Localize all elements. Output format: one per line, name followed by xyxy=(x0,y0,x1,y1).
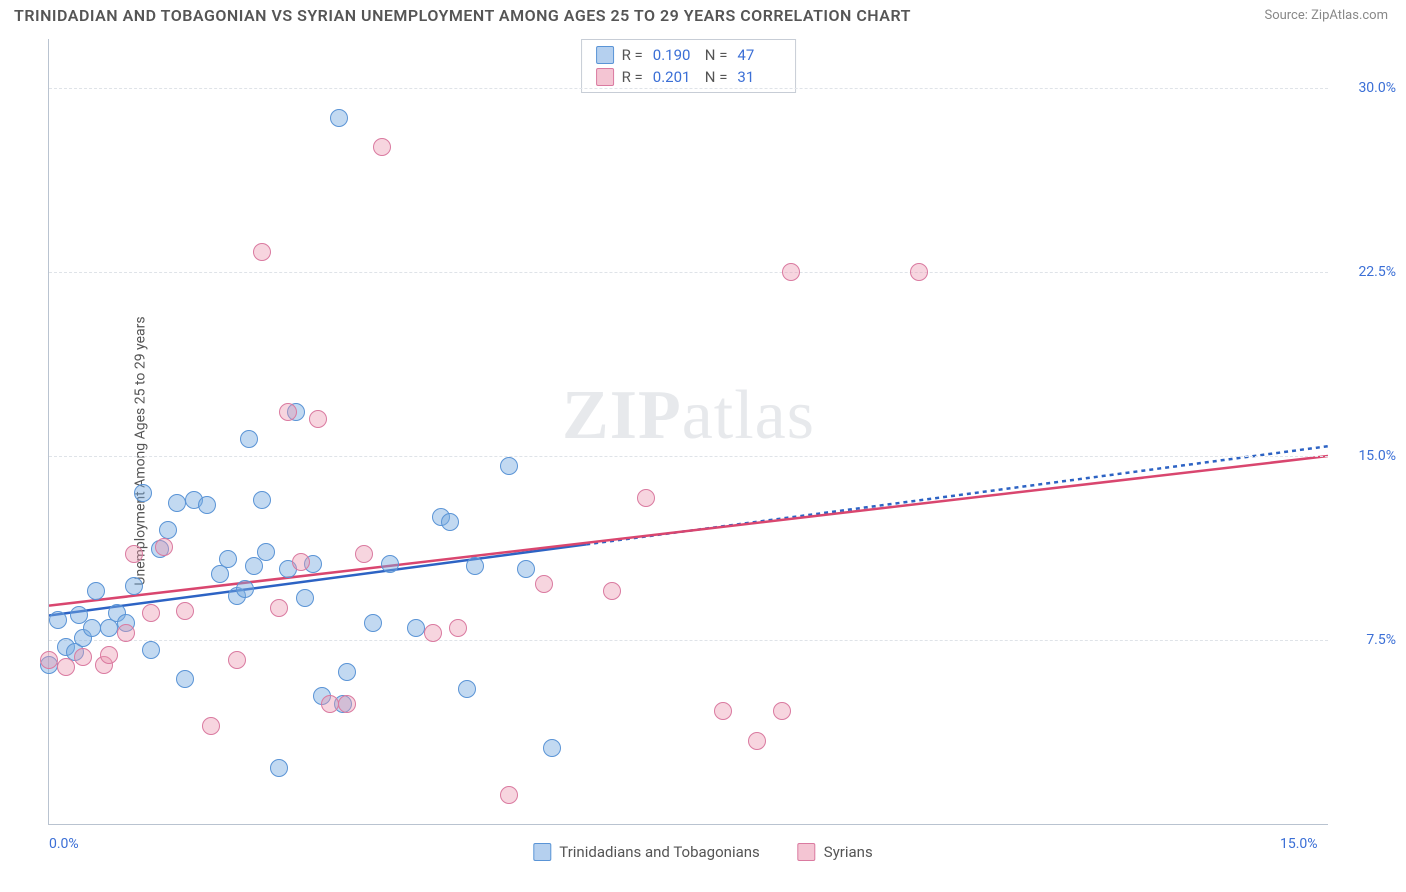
legend-label-pink: Syrians xyxy=(824,843,873,861)
data-point xyxy=(236,580,254,598)
data-point xyxy=(748,732,766,750)
data-point xyxy=(373,138,391,156)
legend-correlation: R = 0.190 N = 47 R = 0.201 N = 31 xyxy=(581,39,797,93)
data-point xyxy=(500,457,518,475)
data-point xyxy=(270,759,288,777)
data-point xyxy=(117,624,135,642)
data-point xyxy=(155,538,173,556)
gridline xyxy=(49,272,1328,273)
gridline xyxy=(49,640,1328,641)
data-point xyxy=(270,599,288,617)
data-point xyxy=(330,109,348,127)
data-point xyxy=(142,604,160,622)
legend-swatch-blue xyxy=(533,843,551,861)
data-point xyxy=(49,611,67,629)
data-point xyxy=(142,641,160,659)
data-point xyxy=(168,494,186,512)
data-point xyxy=(74,648,92,666)
data-point xyxy=(296,589,314,607)
data-point xyxy=(637,489,655,507)
x-tick-label: 15.0% xyxy=(1280,836,1318,852)
data-point xyxy=(125,545,143,563)
data-point xyxy=(458,680,476,698)
data-point xyxy=(40,651,58,669)
data-point xyxy=(407,619,425,637)
legend-swatch-pink xyxy=(596,68,614,86)
data-point xyxy=(773,702,791,720)
data-point xyxy=(543,739,561,757)
gridline xyxy=(49,88,1328,89)
data-point xyxy=(355,545,373,563)
legend-r-value-pink: 0.201 xyxy=(653,66,697,88)
data-point xyxy=(424,624,442,642)
legend-swatch-blue xyxy=(596,46,614,64)
data-point xyxy=(228,651,246,669)
data-point xyxy=(500,786,518,804)
plot-region: ZIPatlas R = 0.190 N = 47 R = 0.201 N = … xyxy=(48,39,1328,825)
legend-item-blue: Trinidadians and Tobagonians xyxy=(533,843,759,861)
data-point xyxy=(449,619,467,637)
data-point xyxy=(198,496,216,514)
legend-item-pink: Syrians xyxy=(798,843,873,861)
legend-series: Trinidadians and Tobagonians Syrians xyxy=(533,843,872,861)
legend-r-label: R = xyxy=(622,44,643,66)
legend-n-label: N = xyxy=(705,66,728,88)
data-point xyxy=(83,619,101,637)
data-point xyxy=(219,550,237,568)
data-point xyxy=(309,410,327,428)
data-point xyxy=(381,555,399,573)
legend-n-value-pink: 31 xyxy=(737,66,781,88)
data-point xyxy=(535,575,553,593)
data-point xyxy=(202,717,220,735)
data-point xyxy=(245,557,263,575)
chart-area: Unemployment Among Ages 25 to 29 years Z… xyxy=(0,31,1406,871)
y-tick-label: 15.0% xyxy=(1358,448,1396,464)
data-point xyxy=(466,557,484,575)
data-point xyxy=(338,695,356,713)
data-point xyxy=(57,658,75,676)
data-point xyxy=(338,663,356,681)
data-point xyxy=(714,702,732,720)
y-tick-label: 7.5% xyxy=(1366,632,1396,648)
y-tick-label: 30.0% xyxy=(1358,80,1396,96)
data-point xyxy=(364,614,382,632)
data-point xyxy=(125,577,143,595)
legend-row-blue: R = 0.190 N = 47 xyxy=(596,44,782,66)
gridline xyxy=(49,456,1328,457)
chart-header: TRINIDADIAN AND TOBAGONIAN VS SYRIAN UNE… xyxy=(0,0,1406,31)
data-point xyxy=(176,670,194,688)
data-point xyxy=(253,243,271,261)
legend-n-label: N = xyxy=(705,44,728,66)
data-point xyxy=(279,403,297,421)
data-point xyxy=(87,582,105,600)
data-point xyxy=(176,602,194,620)
data-point xyxy=(782,263,800,281)
data-point xyxy=(517,560,535,578)
data-point xyxy=(603,582,621,600)
data-point xyxy=(253,491,271,509)
watermark: ZIPatlas xyxy=(562,376,815,456)
chart-title: TRINIDADIAN AND TOBAGONIAN VS SYRIAN UNE… xyxy=(14,6,911,25)
watermark-zip: ZIP xyxy=(562,377,682,454)
data-point xyxy=(441,513,459,531)
legend-label-blue: Trinidadians and Tobagonians xyxy=(559,843,759,861)
data-point xyxy=(134,484,152,502)
y-tick-label: 22.5% xyxy=(1358,264,1396,280)
legend-swatch-pink xyxy=(798,843,816,861)
data-point xyxy=(292,553,310,571)
x-tick-label: 0.0% xyxy=(49,836,79,852)
data-point xyxy=(910,263,928,281)
legend-n-value-blue: 47 xyxy=(737,44,781,66)
trend-lines xyxy=(49,39,1328,824)
legend-r-label: R = xyxy=(622,66,643,88)
data-point xyxy=(257,543,275,561)
data-point xyxy=(159,521,177,539)
chart-source: Source: ZipAtlas.com xyxy=(1264,8,1388,23)
data-point xyxy=(100,646,118,664)
legend-row-pink: R = 0.201 N = 31 xyxy=(596,66,782,88)
watermark-atlas: atlas xyxy=(682,377,815,454)
legend-r-value-blue: 0.190 xyxy=(653,44,697,66)
data-point xyxy=(240,430,258,448)
